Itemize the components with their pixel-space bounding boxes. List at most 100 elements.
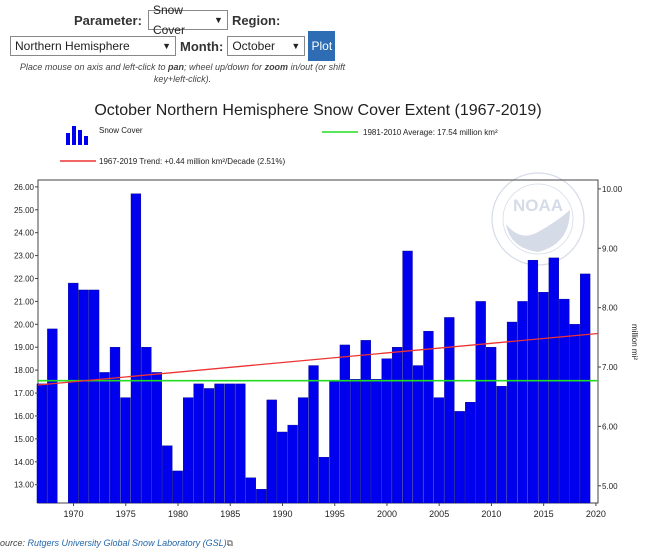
y-tick-label: 21.00	[14, 297, 35, 306]
y-tick-label: 20.00	[14, 320, 35, 329]
bar-2009[interactable]	[475, 301, 486, 504]
bar-1974[interactable]	[109, 347, 121, 504]
bar-1992[interactable]	[297, 397, 309, 504]
legend-bars-icon	[66, 126, 88, 145]
bar-2011[interactable]	[496, 385, 507, 504]
bar-1988[interactable]	[256, 489, 267, 504]
x-tick-label: 2010	[481, 509, 501, 519]
bar-2001[interactable]	[391, 347, 403, 504]
bar-2005[interactable]	[433, 397, 445, 504]
bar-1980[interactable]	[172, 470, 183, 504]
bar-2002[interactable]	[402, 250, 413, 504]
x-tick-label: 2020	[586, 509, 606, 519]
y-axis-left: 26.00 25.00 24.00 23.00 22.00 21.00 20.00 19.00…	[14, 183, 38, 490]
month-select-value: October	[232, 39, 275, 53]
y-tick-label: 17.00	[14, 389, 35, 398]
parameter-select[interactable]: Snow Cover ▼	[147, 3, 228, 37]
bar-1971[interactable]	[78, 289, 89, 504]
chart-title: October Northern Hemisphere Snow Cover E…	[94, 102, 541, 119]
bar-1991[interactable]	[287, 424, 298, 504]
external-link-icon: ⧉	[226, 538, 234, 548]
legend-trend-label: 1967-2019 Trend: +0.44 million km²/Decad…	[99, 157, 285, 166]
y-tick-label: 25.00	[14, 206, 35, 215]
bar-1998[interactable]	[360, 340, 371, 504]
bar-2008[interactable]	[465, 402, 476, 504]
bar-2003[interactable]	[412, 365, 424, 504]
bar-2014[interactable]	[527, 259, 539, 504]
bar-1993[interactable]	[308, 365, 319, 504]
bar-2007[interactable]	[454, 411, 465, 504]
bar-1975[interactable]	[120, 397, 131, 504]
x-tick-label: 1970	[64, 509, 84, 519]
region-controls: Northern Hemisphere ▼ Month: October ▼ P…	[10, 31, 336, 61]
navigation-hint: Place mouse on axis and left-click to pa…	[0, 61, 365, 85]
bar-1976[interactable]	[130, 193, 142, 504]
parameter-controls: Parameter: Snow Cover ▼ Region:	[74, 3, 281, 37]
bar-1981[interactable]	[183, 397, 194, 504]
y-tick-label: 15.00	[14, 435, 35, 444]
region-select[interactable]: Northern Hemisphere ▼	[10, 36, 176, 56]
month-select[interactable]: October ▼	[227, 36, 306, 56]
x-tick-label: 1990	[272, 509, 292, 519]
bar-2013[interactable]	[517, 301, 528, 504]
chevron-down-icon: ▼	[291, 41, 301, 51]
snow-cover-chart[interactable]: October Northern Hemisphere Snow Cover E…	[0, 92, 645, 538]
bar-2006[interactable]	[444, 317, 455, 504]
bar-2019[interactable]	[580, 273, 591, 504]
x-tick-label: 1995	[325, 509, 345, 519]
bar-1999[interactable]	[371, 379, 382, 504]
plot-button[interactable]: Plot	[308, 31, 336, 61]
bar-1990[interactable]	[277, 431, 288, 504]
region-label: Region:	[231, 12, 281, 28]
bar-1986[interactable]	[235, 383, 246, 504]
y-tick-label: 18.00	[14, 366, 35, 375]
bar-1984[interactable]	[214, 383, 225, 504]
bar-1967[interactable]	[36, 383, 48, 504]
bar-2015[interactable]	[538, 292, 549, 504]
data-source: ource: Rutgers University Global Snow La…	[0, 538, 233, 549]
bar-1982[interactable]	[193, 383, 204, 504]
y-tick-label: 14.00	[14, 458, 35, 467]
bar-2017[interactable]	[559, 298, 570, 504]
bar-2010[interactable]	[486, 347, 497, 504]
y-right-tick-label: 5.00	[602, 482, 618, 491]
y-tick-label: 19.00	[14, 343, 35, 352]
y-tick-label: 26.00	[14, 183, 35, 192]
bar-1985[interactable]	[224, 383, 236, 504]
y-right-tick-label: 8.00	[602, 304, 618, 313]
bar-1968[interactable]	[47, 328, 58, 504]
bar-2012[interactable]	[506, 321, 518, 504]
bar-2004[interactable]	[423, 330, 434, 504]
y-right-tick-label: 7.00	[602, 363, 618, 372]
parameter-select-value: Snow Cover	[152, 3, 185, 37]
bar-1979[interactable]	[162, 445, 173, 504]
y-tick-label: 24.00	[14, 229, 35, 238]
hint-text: Place mouse on axis and left-click to	[19, 62, 168, 72]
x-tick-label: 1980	[168, 509, 188, 519]
trend-line	[37, 332, 599, 386]
bar-1977[interactable]	[141, 347, 152, 504]
bar-1995[interactable]	[329, 381, 340, 504]
right-axis-unit-label: million mi²	[630, 324, 639, 360]
bar-1973[interactable]	[99, 372, 110, 504]
x-tick-label: 2005	[429, 509, 449, 519]
bar-1972[interactable]	[88, 289, 100, 504]
source-link[interactable]: Rutgers University Global Snow Laborator…	[27, 538, 227, 548]
bar-1987[interactable]	[245, 477, 256, 504]
bar-1989[interactable]	[266, 399, 277, 504]
region-select-value: Northern Hemisphere	[15, 39, 130, 53]
x-tick-label: 2015	[534, 509, 554, 519]
bar-1970[interactable]	[68, 282, 79, 504]
bar-1983[interactable]	[203, 388, 215, 504]
x-axis: 1970 1975 1980 1985 1990 1995 2000 2005 2010 2015…	[64, 503, 606, 519]
chevron-down-icon: ▼	[214, 15, 223, 25]
month-label: Month:	[180, 38, 224, 54]
noaa-logo-text: NOAA	[513, 196, 563, 215]
bar-1996[interactable]	[339, 344, 350, 504]
bar-1978[interactable]	[151, 372, 162, 504]
bar-1997[interactable]	[350, 379, 361, 504]
legend: Snow Cover 1981-2010 Average: 17.54 mill…	[60, 126, 498, 166]
bars	[36, 193, 591, 504]
bar-1994[interactable]	[318, 456, 330, 504]
bar-2018[interactable]	[569, 324, 580, 504]
